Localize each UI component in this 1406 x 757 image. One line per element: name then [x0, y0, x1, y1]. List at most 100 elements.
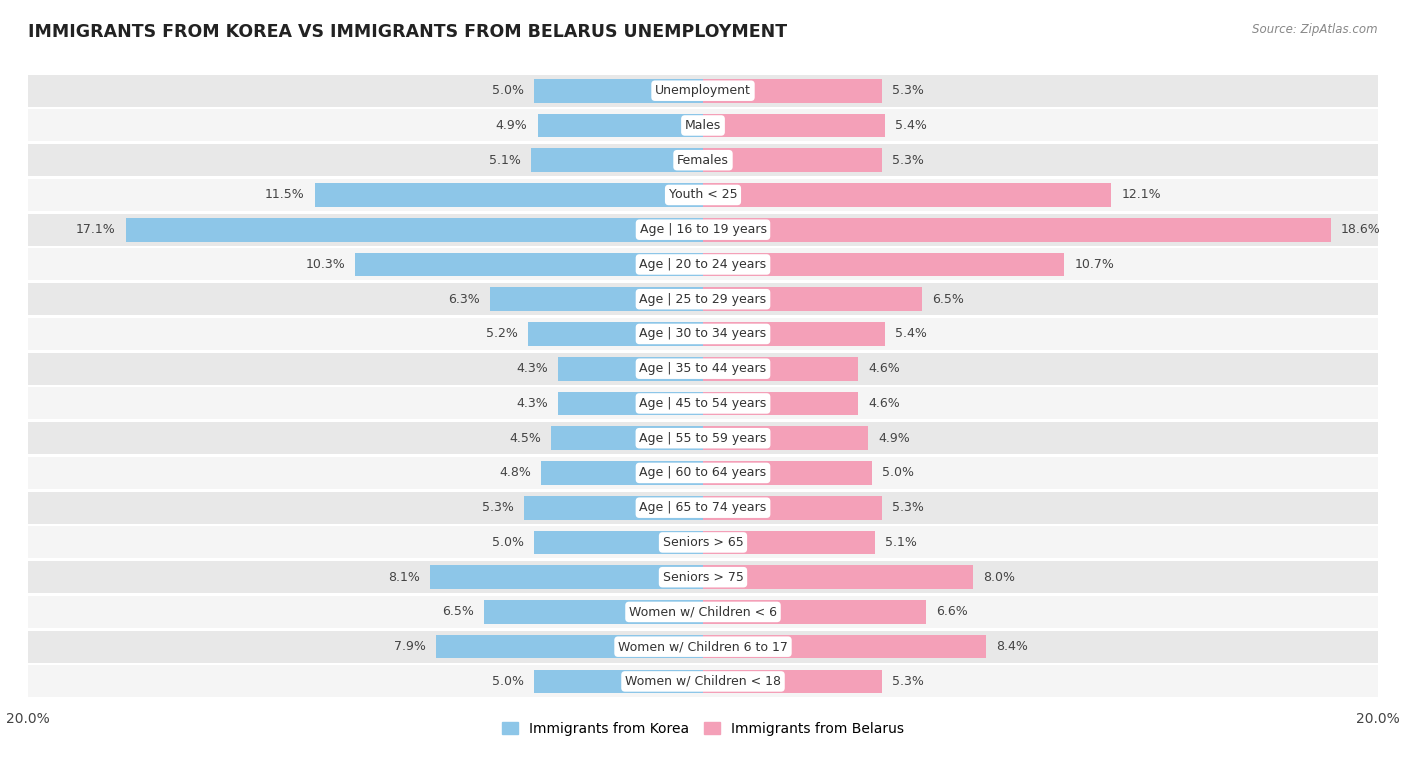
Text: Age | 20 to 24 years: Age | 20 to 24 years	[640, 258, 766, 271]
Text: Males: Males	[685, 119, 721, 132]
Bar	[28, 353, 1378, 385]
Bar	[534, 531, 703, 554]
Bar	[527, 322, 703, 346]
Text: 8.0%: 8.0%	[983, 571, 1015, 584]
Bar	[534, 670, 703, 693]
Bar	[28, 457, 1378, 489]
Legend: Immigrants from Korea, Immigrants from Belarus: Immigrants from Korea, Immigrants from B…	[496, 716, 910, 742]
Text: Age | 35 to 44 years: Age | 35 to 44 years	[640, 362, 766, 375]
Bar	[703, 531, 875, 554]
Text: 5.1%: 5.1%	[489, 154, 520, 167]
Text: 10.7%: 10.7%	[1074, 258, 1114, 271]
Bar	[315, 183, 703, 207]
Text: 6.3%: 6.3%	[449, 293, 481, 306]
Bar	[703, 253, 1064, 276]
Bar	[28, 631, 1378, 662]
Bar	[127, 218, 703, 241]
Text: 5.4%: 5.4%	[896, 119, 927, 132]
Bar	[28, 561, 1378, 593]
Bar	[703, 218, 1330, 241]
Bar	[28, 665, 1378, 697]
Text: 4.3%: 4.3%	[516, 362, 548, 375]
Text: Women w/ Children 6 to 17: Women w/ Children 6 to 17	[619, 640, 787, 653]
Text: 4.3%: 4.3%	[516, 397, 548, 410]
Text: Age | 65 to 74 years: Age | 65 to 74 years	[640, 501, 766, 514]
Text: Women w/ Children < 18: Women w/ Children < 18	[626, 675, 780, 688]
Bar	[28, 110, 1378, 142]
Bar	[491, 288, 703, 311]
Text: Age | 55 to 59 years: Age | 55 to 59 years	[640, 431, 766, 444]
Bar	[28, 248, 1378, 280]
Bar	[703, 635, 987, 659]
Text: 4.8%: 4.8%	[499, 466, 531, 479]
Bar	[28, 75, 1378, 107]
Text: 6.5%: 6.5%	[932, 293, 965, 306]
Bar	[28, 492, 1378, 524]
Bar	[430, 565, 703, 589]
Bar	[703, 461, 872, 484]
Bar	[703, 600, 925, 624]
Bar	[703, 288, 922, 311]
Bar	[703, 565, 973, 589]
Bar	[28, 179, 1378, 211]
Text: 5.3%: 5.3%	[482, 501, 515, 514]
Bar	[28, 596, 1378, 628]
Bar	[703, 391, 858, 416]
Bar	[558, 357, 703, 381]
Text: 4.9%: 4.9%	[496, 119, 527, 132]
Text: 6.6%: 6.6%	[936, 606, 967, 618]
Bar	[28, 283, 1378, 315]
Text: 5.2%: 5.2%	[485, 328, 517, 341]
Text: 5.3%: 5.3%	[891, 501, 924, 514]
Text: 5.0%: 5.0%	[492, 536, 524, 549]
Text: 4.6%: 4.6%	[869, 397, 900, 410]
Bar	[28, 145, 1378, 176]
Text: 12.1%: 12.1%	[1122, 188, 1161, 201]
Text: 5.3%: 5.3%	[891, 84, 924, 97]
Bar	[551, 426, 703, 450]
Bar	[436, 635, 703, 659]
Bar	[703, 114, 886, 137]
Text: Youth < 25: Youth < 25	[669, 188, 737, 201]
Bar	[484, 600, 703, 624]
Text: 5.0%: 5.0%	[492, 675, 524, 688]
Text: 5.0%: 5.0%	[882, 466, 914, 479]
Bar	[28, 318, 1378, 350]
Text: Seniors > 75: Seniors > 75	[662, 571, 744, 584]
Bar	[28, 526, 1378, 559]
Text: Age | 45 to 54 years: Age | 45 to 54 years	[640, 397, 766, 410]
Text: 11.5%: 11.5%	[266, 188, 305, 201]
Text: 5.3%: 5.3%	[891, 154, 924, 167]
Text: 4.9%: 4.9%	[879, 431, 910, 444]
Text: Age | 25 to 29 years: Age | 25 to 29 years	[640, 293, 766, 306]
Bar	[703, 79, 882, 102]
Bar	[28, 388, 1378, 419]
Text: 8.1%: 8.1%	[388, 571, 419, 584]
Text: Unemployment: Unemployment	[655, 84, 751, 97]
Bar	[703, 426, 869, 450]
Bar	[537, 114, 703, 137]
Bar	[703, 496, 882, 519]
Bar	[703, 357, 858, 381]
Bar	[703, 148, 882, 172]
Bar	[28, 422, 1378, 454]
Bar	[524, 496, 703, 519]
Text: 5.1%: 5.1%	[886, 536, 917, 549]
Bar	[558, 391, 703, 416]
Text: 5.4%: 5.4%	[896, 328, 927, 341]
Bar	[356, 253, 703, 276]
Bar	[531, 148, 703, 172]
Bar	[703, 322, 886, 346]
Text: 6.5%: 6.5%	[441, 606, 474, 618]
Bar	[703, 670, 882, 693]
Text: 18.6%: 18.6%	[1341, 223, 1381, 236]
Text: Age | 16 to 19 years: Age | 16 to 19 years	[640, 223, 766, 236]
Text: 4.6%: 4.6%	[869, 362, 900, 375]
Text: 5.0%: 5.0%	[492, 84, 524, 97]
Text: Age | 60 to 64 years: Age | 60 to 64 years	[640, 466, 766, 479]
Text: 5.3%: 5.3%	[891, 675, 924, 688]
Text: IMMIGRANTS FROM KOREA VS IMMIGRANTS FROM BELARUS UNEMPLOYMENT: IMMIGRANTS FROM KOREA VS IMMIGRANTS FROM…	[28, 23, 787, 41]
Text: 8.4%: 8.4%	[997, 640, 1028, 653]
Text: 7.9%: 7.9%	[395, 640, 426, 653]
Bar	[28, 213, 1378, 246]
